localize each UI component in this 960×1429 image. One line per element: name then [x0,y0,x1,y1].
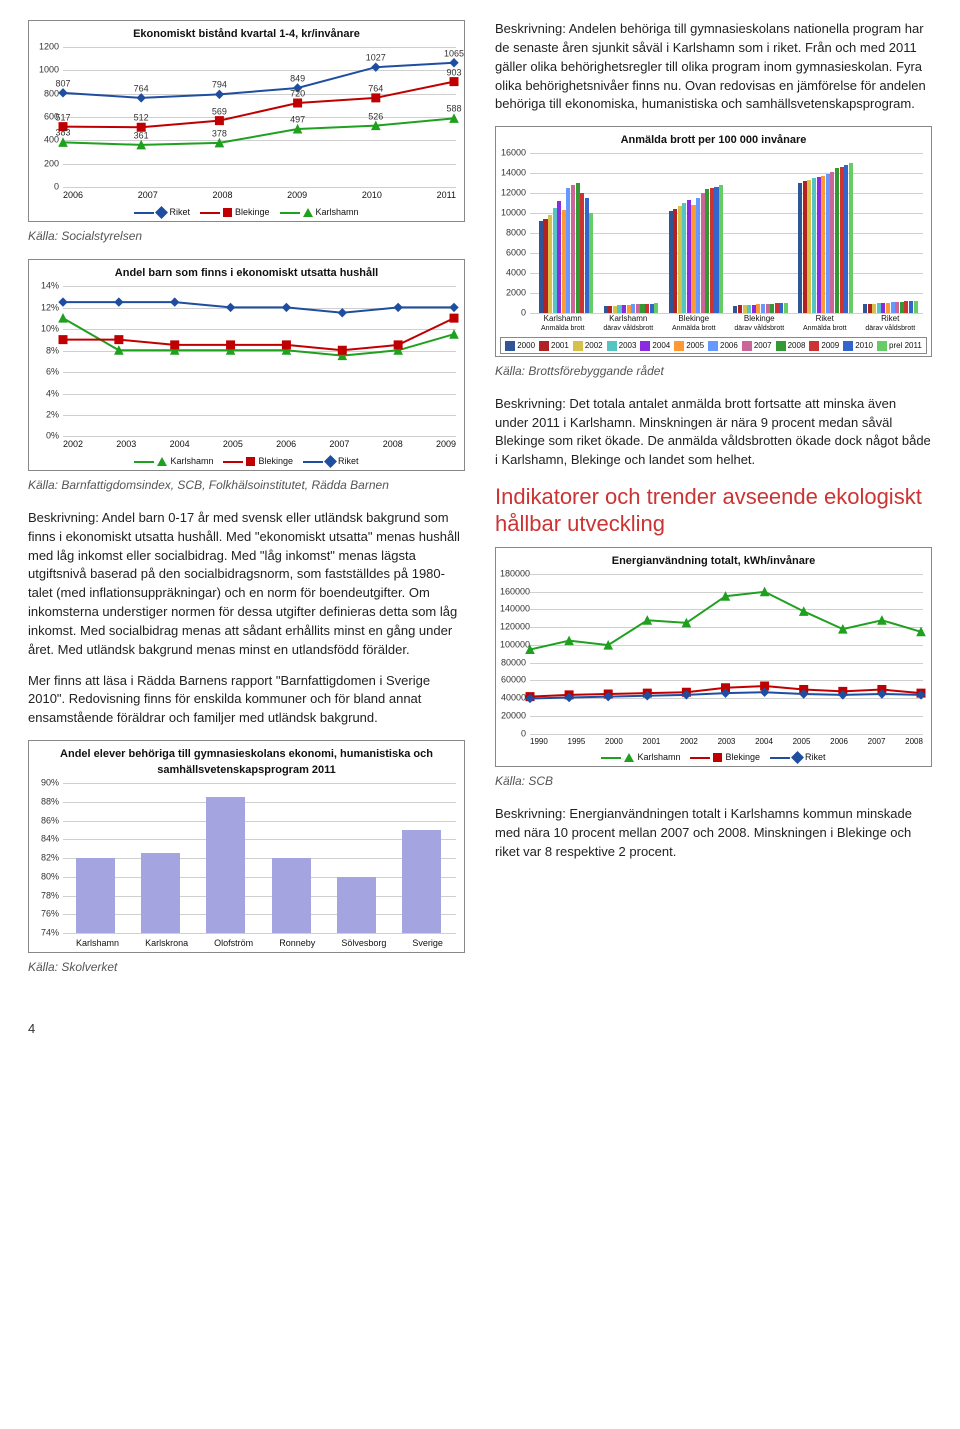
paragraph-barn-description: Beskrivning: Andel barn 0-17 år med sven… [28,509,465,660]
chart4-plot: 0200040006000800010000120001400016000 [500,153,927,313]
chart3-xaxis: KarlshamnKarlskronaOlofströmRonnebySölve… [63,937,456,950]
chart3-plot: 74%76%78%80%82%84%86%88%90% [33,783,460,933]
chart4-xaxis: KarlshamnAnmälda brottKarlshamndärav vål… [530,315,923,333]
section-heading-ekologisk: Indikatorer och trender avseende ekologi… [495,484,932,537]
chart-gymnasie-behoriga: Andel elever behöriga till gymnasieskola… [28,740,465,953]
paragraph-gymnasie-description: Beskrivning: Andelen behöriga till gymna… [495,20,932,114]
source-scb: Källa: SCB [495,773,932,790]
chart1-title: Ekonomiskt bistånd kvartal 1-4, kr/invån… [33,27,460,43]
chart4-legend: 2000200120022003200420052006200720082009… [500,337,927,355]
chart2-xaxis: 20022003200420052006200720082009 [63,438,456,451]
chart-ekonomiskt-bistand: Ekonomiskt bistånd kvartal 1-4, kr/invån… [28,20,465,222]
paragraph-brott-description: Beskrivning: Det totala antalet anmälda … [495,395,932,470]
chart2-title: Andel barn som finns i ekonomiskt utsatt… [33,266,460,282]
paragraph-energi-description: Beskrivning: Energianvändningen totalt i… [495,805,932,862]
chart-energianvandning: Energianvändning totalt, kWh/invånare 02… [495,547,932,768]
page-number: 4 [28,1020,932,1039]
chart3-title: Andel elever behöriga till gymnasieskola… [33,747,460,779]
chart2-plot: 0%2%4%6%8%10%12%14% [33,286,460,436]
chart4-title: Anmälda brott per 100 000 invånare [500,133,927,149]
source-skolverket: Källa: Skolverket [28,959,465,976]
chart5-title: Energianvändning totalt, kWh/invånare [500,554,927,570]
chart5-plot: 0200004000060000800001000001200001400001… [500,574,927,734]
chart-barn-ekonomiskt-utsatta: Andel barn som finns i ekonomiskt utsatt… [28,259,465,471]
chart-anmalda-brott: Anmälda brott per 100 000 invånare 02000… [495,126,932,357]
source-bra: Källa: Brottsförebyggande rådet [495,363,932,380]
chart1-xaxis: 200620072008200920102011 [63,189,456,202]
chart5-xaxis: 1990199520002001200220032004200520062007… [530,736,923,748]
chart1-legend: RiketBlekingeKarlshamn [33,206,460,219]
chart5-legend: KarlshamnBlekingeRiket [500,751,927,764]
source-barnfattigdom: Källa: Barnfattigdomsindex, SCB, Folkhäl… [28,477,465,494]
chart2-legend: KarlshamnBlekingeRiket [33,455,460,468]
source-socialstyrelsen: Källa: Socialstyrelsen [28,228,465,245]
chart1-plot: 0200400600800100012008077647948491027106… [33,47,460,187]
paragraph-radda-barnen: Mer finns att läsa i Rädda Barnens rappo… [28,672,465,729]
